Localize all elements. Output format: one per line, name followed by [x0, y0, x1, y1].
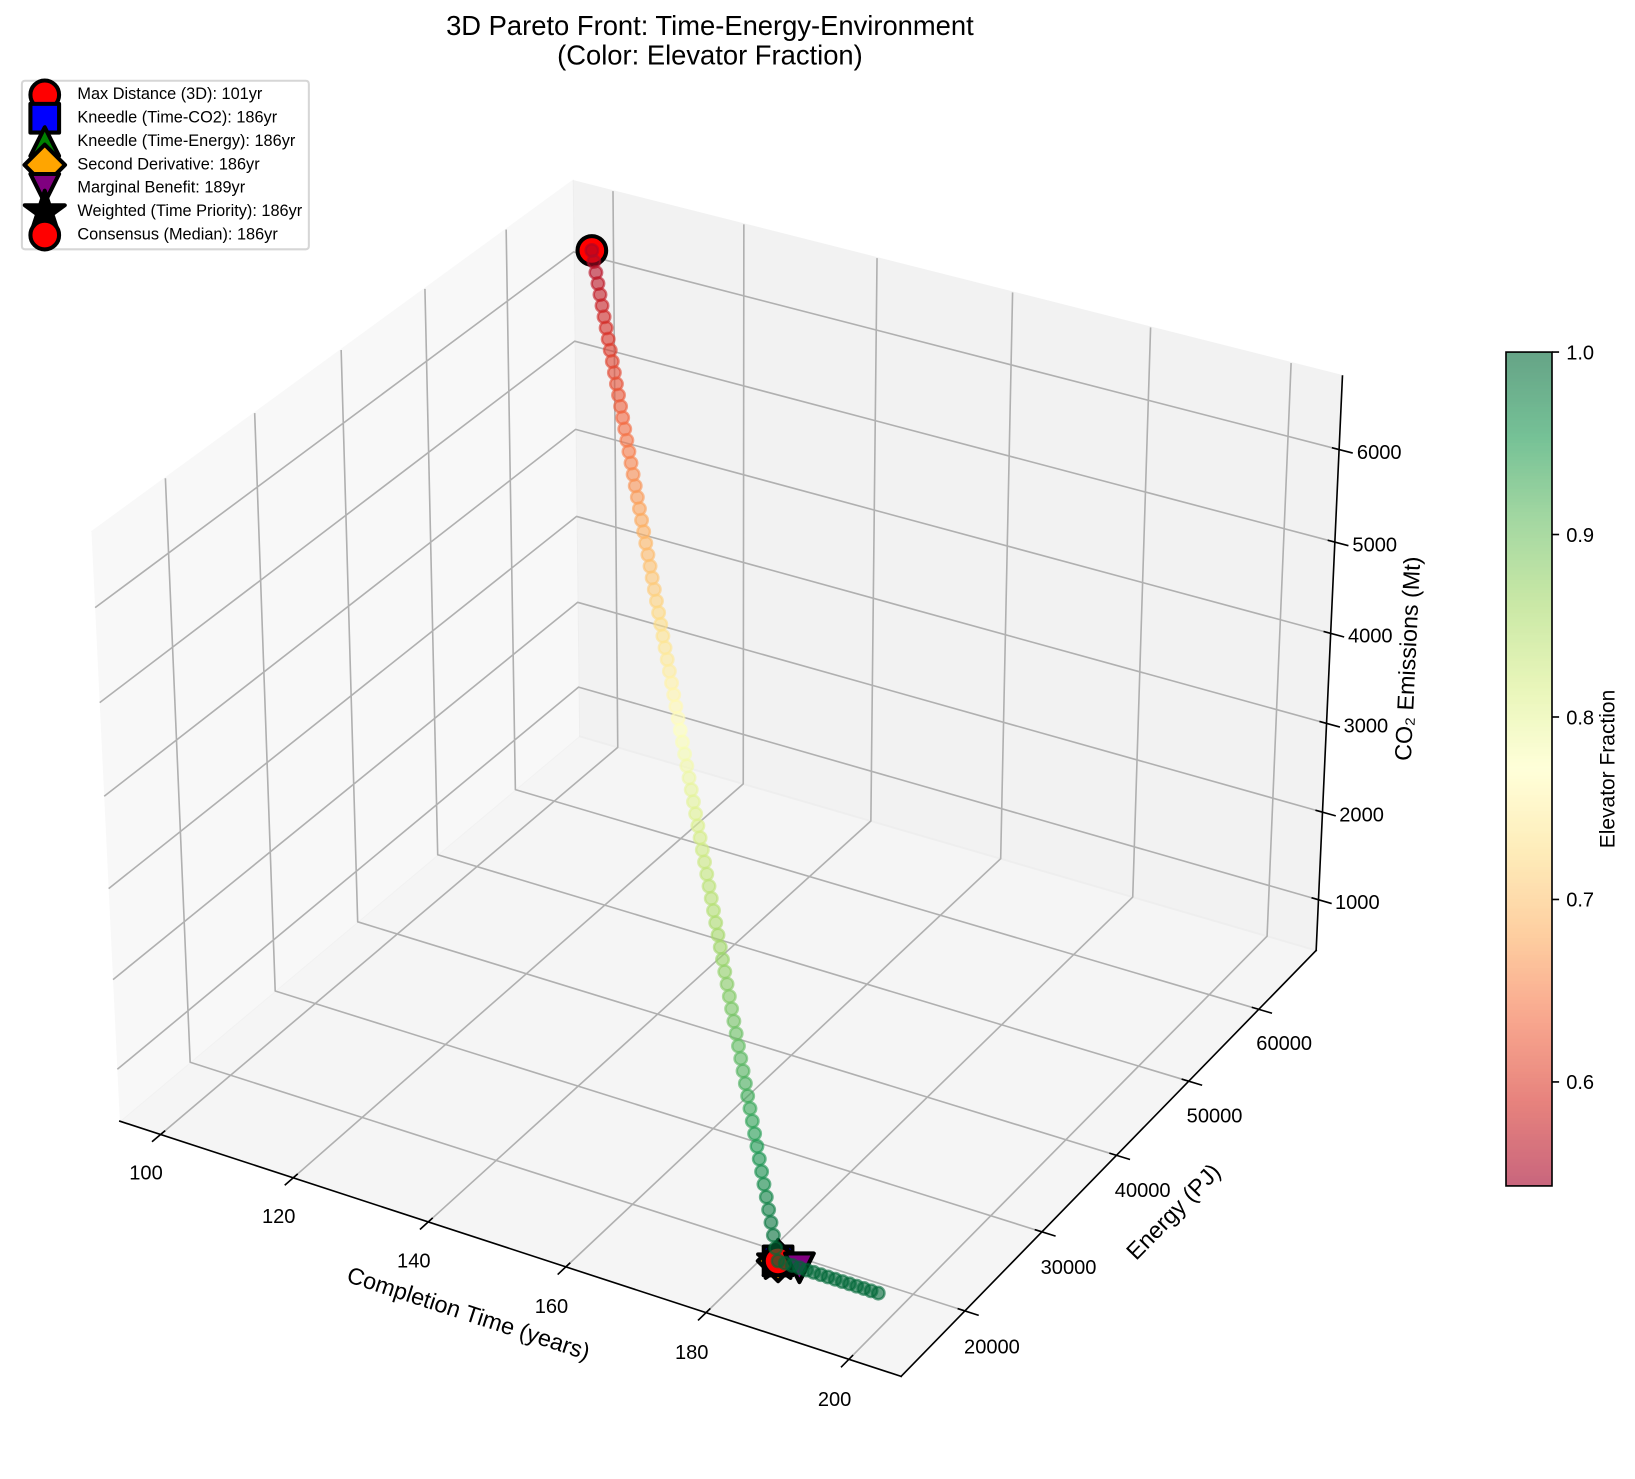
svg-text:120: 120: [262, 1206, 295, 1228]
svg-text:3D Pareto Front: Time-Energy-E: 3D Pareto Front: Time-Energy-Environment: [446, 10, 974, 41]
svg-text:Elevator Fraction: Elevator Fraction: [1596, 690, 1619, 849]
svg-text:100: 100: [129, 1162, 162, 1184]
svg-text:200: 200: [818, 1389, 851, 1411]
svg-text:0.7: 0.7: [1566, 890, 1594, 912]
svg-text:160: 160: [535, 1296, 568, 1318]
svg-text:60000: 60000: [1256, 1033, 1312, 1055]
svg-text:5000: 5000: [1352, 534, 1397, 556]
svg-text:2000: 2000: [1339, 804, 1384, 826]
svg-text:Second Derivative: 186yr: Second Derivative: 186yr: [77, 155, 260, 173]
svg-text:3000: 3000: [1344, 716, 1389, 738]
svg-text:Weighted (Time Priority): 186y: Weighted (Time Priority): 186yr: [77, 202, 302, 220]
svg-text:140: 140: [397, 1251, 430, 1273]
svg-text:180: 180: [675, 1342, 708, 1364]
svg-text:0.8: 0.8: [1566, 707, 1594, 729]
svg-text:Kneedle (Time-CO2): 186yr: Kneedle (Time-CO2): 186yr: [77, 109, 277, 127]
svg-text:0.6: 0.6: [1566, 1072, 1594, 1094]
svg-text:Kneedle (Time-Energy): 186yr: Kneedle (Time-Energy): 186yr: [77, 132, 295, 150]
svg-text:6000: 6000: [1357, 442, 1402, 464]
svg-text:1000: 1000: [1335, 892, 1380, 914]
svg-text:0.9: 0.9: [1566, 525, 1594, 547]
svg-text:Marginal Benefit: 189yr: Marginal Benefit: 189yr: [77, 179, 245, 197]
svg-text:40000: 40000: [1115, 1180, 1171, 1202]
svg-text:(Color: Elevator Fraction): (Color: Elevator Fraction): [557, 39, 863, 70]
svg-text:1.0: 1.0: [1566, 342, 1594, 364]
svg-text:50000: 50000: [1187, 1106, 1243, 1128]
svg-text:Consensus (Median): 186yr: Consensus (Median): 186yr: [77, 225, 278, 243]
svg-text:20000: 20000: [964, 1337, 1020, 1359]
svg-text:Max Distance (3D): 101yr: Max Distance (3D): 101yr: [77, 85, 263, 103]
svg-text:4000: 4000: [1348, 626, 1393, 648]
svg-text:30000: 30000: [1041, 1257, 1097, 1279]
